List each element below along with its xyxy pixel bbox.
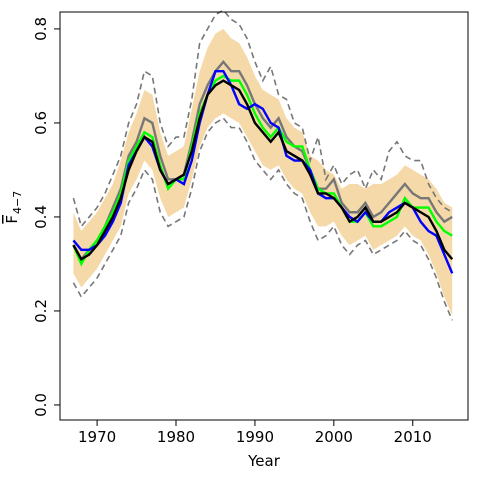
y-axis-label-main: F (3, 215, 21, 224)
confidence-band (73, 28, 453, 316)
y-axis-label-sub: 4−7 (11, 191, 24, 214)
y-tick-label: 0.6 (32, 111, 50, 135)
y-axis-label: F 4−7 (3, 191, 24, 224)
series-line (72, 79, 454, 261)
y-tick-label: 0.4 (32, 205, 50, 229)
series-line (72, 59, 453, 262)
x-tick-label: 2010 (394, 428, 432, 446)
x-tick-label: 1970 (78, 428, 116, 446)
x-tick-label: 1980 (157, 428, 195, 446)
y-tick-label: 0.0 (32, 393, 50, 417)
x-tick-label: 1990 (236, 428, 274, 446)
series-line (72, 74, 453, 267)
series-line (72, 9, 453, 229)
y-tick-label: 0.2 (32, 299, 50, 323)
plot-frame (59, 11, 469, 421)
y-tick-label: 0.8 (32, 17, 50, 41)
x-tick-label: 2000 (315, 428, 353, 446)
x-axis-label: Year (247, 452, 281, 470)
